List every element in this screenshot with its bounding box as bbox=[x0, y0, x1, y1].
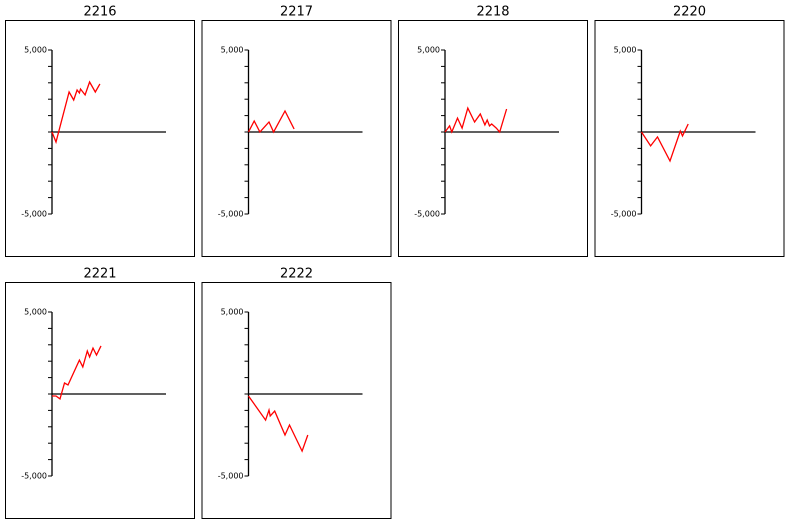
panel-frame bbox=[5, 282, 195, 519]
y-tick-label: -5,000 bbox=[414, 210, 440, 219]
y-tick-label: 5,000 bbox=[221, 308, 244, 317]
y-tick-label: 5,000 bbox=[614, 46, 637, 55]
y-tick-label: 5,000 bbox=[221, 46, 244, 55]
data-line bbox=[247, 109, 295, 134]
data-line bbox=[444, 106, 508, 134]
y-tick-label: 5,000 bbox=[24, 308, 47, 317]
data-line bbox=[640, 123, 689, 163]
y-tick-label: -5,000 bbox=[21, 472, 47, 481]
panel-frame bbox=[201, 282, 392, 519]
data-line bbox=[247, 395, 309, 453]
y-tick-label: 5,000 bbox=[417, 46, 440, 55]
y-tick-label: -5,000 bbox=[218, 210, 244, 219]
panel-title: 2218 bbox=[476, 5, 509, 20]
panel-title: 2216 bbox=[83, 5, 116, 20]
panel-frame bbox=[5, 20, 195, 257]
y-tick-label: -5,000 bbox=[218, 472, 244, 481]
panel-frame bbox=[201, 20, 392, 257]
panel-title: 2222 bbox=[280, 267, 313, 282]
data-line bbox=[51, 80, 101, 145]
panel-title: 2220 bbox=[673, 5, 706, 20]
y-tick-label: 5,000 bbox=[24, 46, 47, 55]
panel-frame bbox=[398, 20, 588, 257]
panel-title: 2221 bbox=[83, 267, 116, 282]
data-line bbox=[52, 345, 102, 400]
y-tick-label: -5,000 bbox=[611, 210, 637, 219]
panel-frame bbox=[594, 20, 785, 257]
y-tick-label: -5,000 bbox=[21, 210, 47, 219]
panel-title: 2217 bbox=[280, 5, 313, 20]
